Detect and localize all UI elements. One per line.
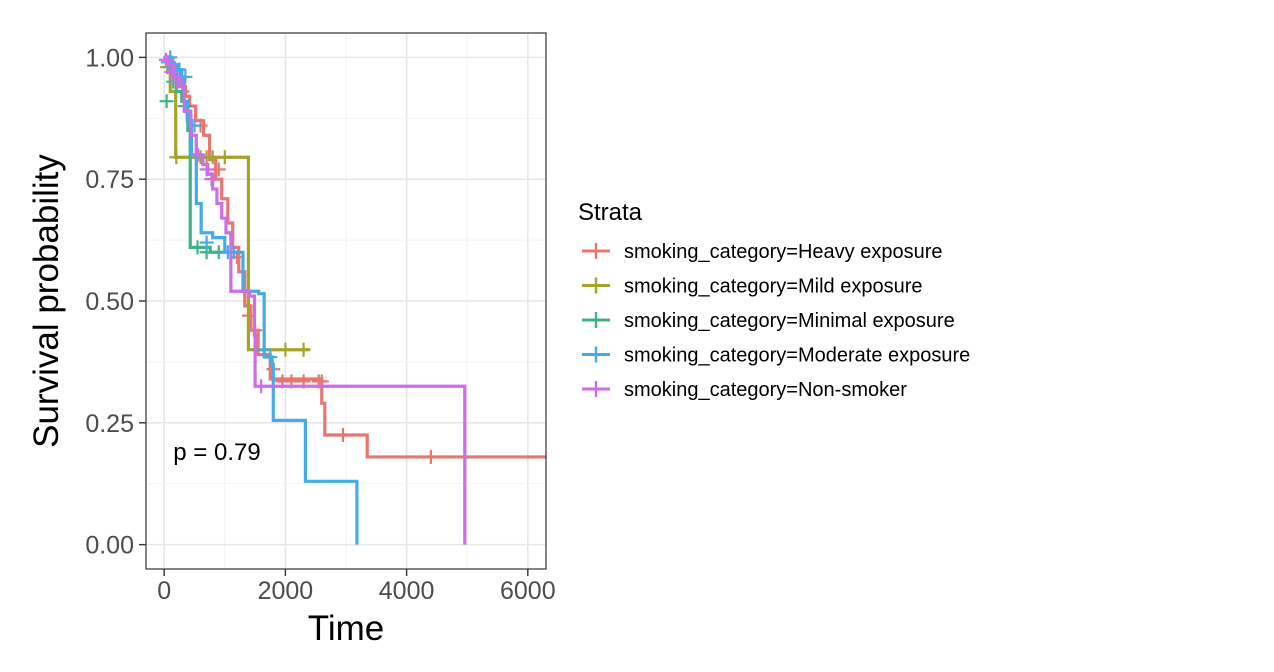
censor-mark [423,449,438,464]
x-axis-title: Time [308,609,384,648]
series-4 [159,52,467,545]
censor-mark [204,172,219,187]
censor-mark [211,162,226,177]
y-tick-label: 0.75 [85,166,134,194]
censor-mark [226,245,241,260]
censor-mark [199,235,214,250]
censor-mark [159,52,173,67]
censor-mark [169,150,184,165]
censor-mark [190,240,205,255]
censor-mark [159,94,174,109]
censor-mark [263,350,278,365]
x-tick-label: 0 [157,577,171,605]
legend-item: smoking_category=Mild exposure [582,276,923,298]
survival-curve [164,55,467,545]
legend-key [582,277,610,294]
legend-title: Strata [578,199,643,226]
legend-key [582,312,610,328]
censor-mark [205,150,220,165]
censor-mark [170,74,185,89]
legend-label: smoking_category=Minimal exposure [624,310,955,332]
censor-mark [199,162,214,177]
legend-label: smoking_category=Heavy exposure [624,241,943,263]
censor-mark [278,342,293,357]
legend-item: smoking_category=Minimal exposure [582,310,955,332]
censor-mark [257,342,272,357]
censor-mark [254,379,269,394]
y-tick-label: 0.25 [85,410,134,438]
axes: 0 2000 4000 6000 0.00 0.25 0.50 0.75 1.00 [85,44,555,605]
legend-item: smoking_category=Non-smoker [582,379,907,401]
p-value-annotation: p = 0.79 [173,439,260,466]
legend-label: smoking_category=Non-smoker [624,379,907,401]
censor-mark [296,342,311,357]
x-tick-label: 2000 [258,577,314,605]
legend-label: smoking_category=Mild exposure [624,276,923,298]
y-tick-label: 0.00 [85,532,134,560]
legend-label: smoking_category=Moderate exposure [624,345,970,367]
y-tick-label: 1.00 [85,44,134,72]
legend-key [582,381,610,397]
censor-mark [217,150,232,165]
censor-mark [335,428,350,442]
legend-key [582,243,610,259]
grid-lines [146,33,546,569]
y-tick-label: 0.50 [85,288,134,316]
legend-item: smoking_category=Moderate exposure [582,345,970,367]
survival-curve [164,55,359,545]
x-tick-label: 4000 [379,577,435,605]
censor-mark [164,64,179,79]
censor-mark [191,147,206,162]
legend-key [582,346,610,363]
legend: Strata smoking_category=Heavy exposure sm… [578,199,970,401]
legend-item: smoking_category=Heavy exposure [582,241,943,263]
series-layer [159,50,546,545]
y-axis-title: Survival probability [27,154,66,448]
x-tick-label: 6000 [500,577,556,605]
